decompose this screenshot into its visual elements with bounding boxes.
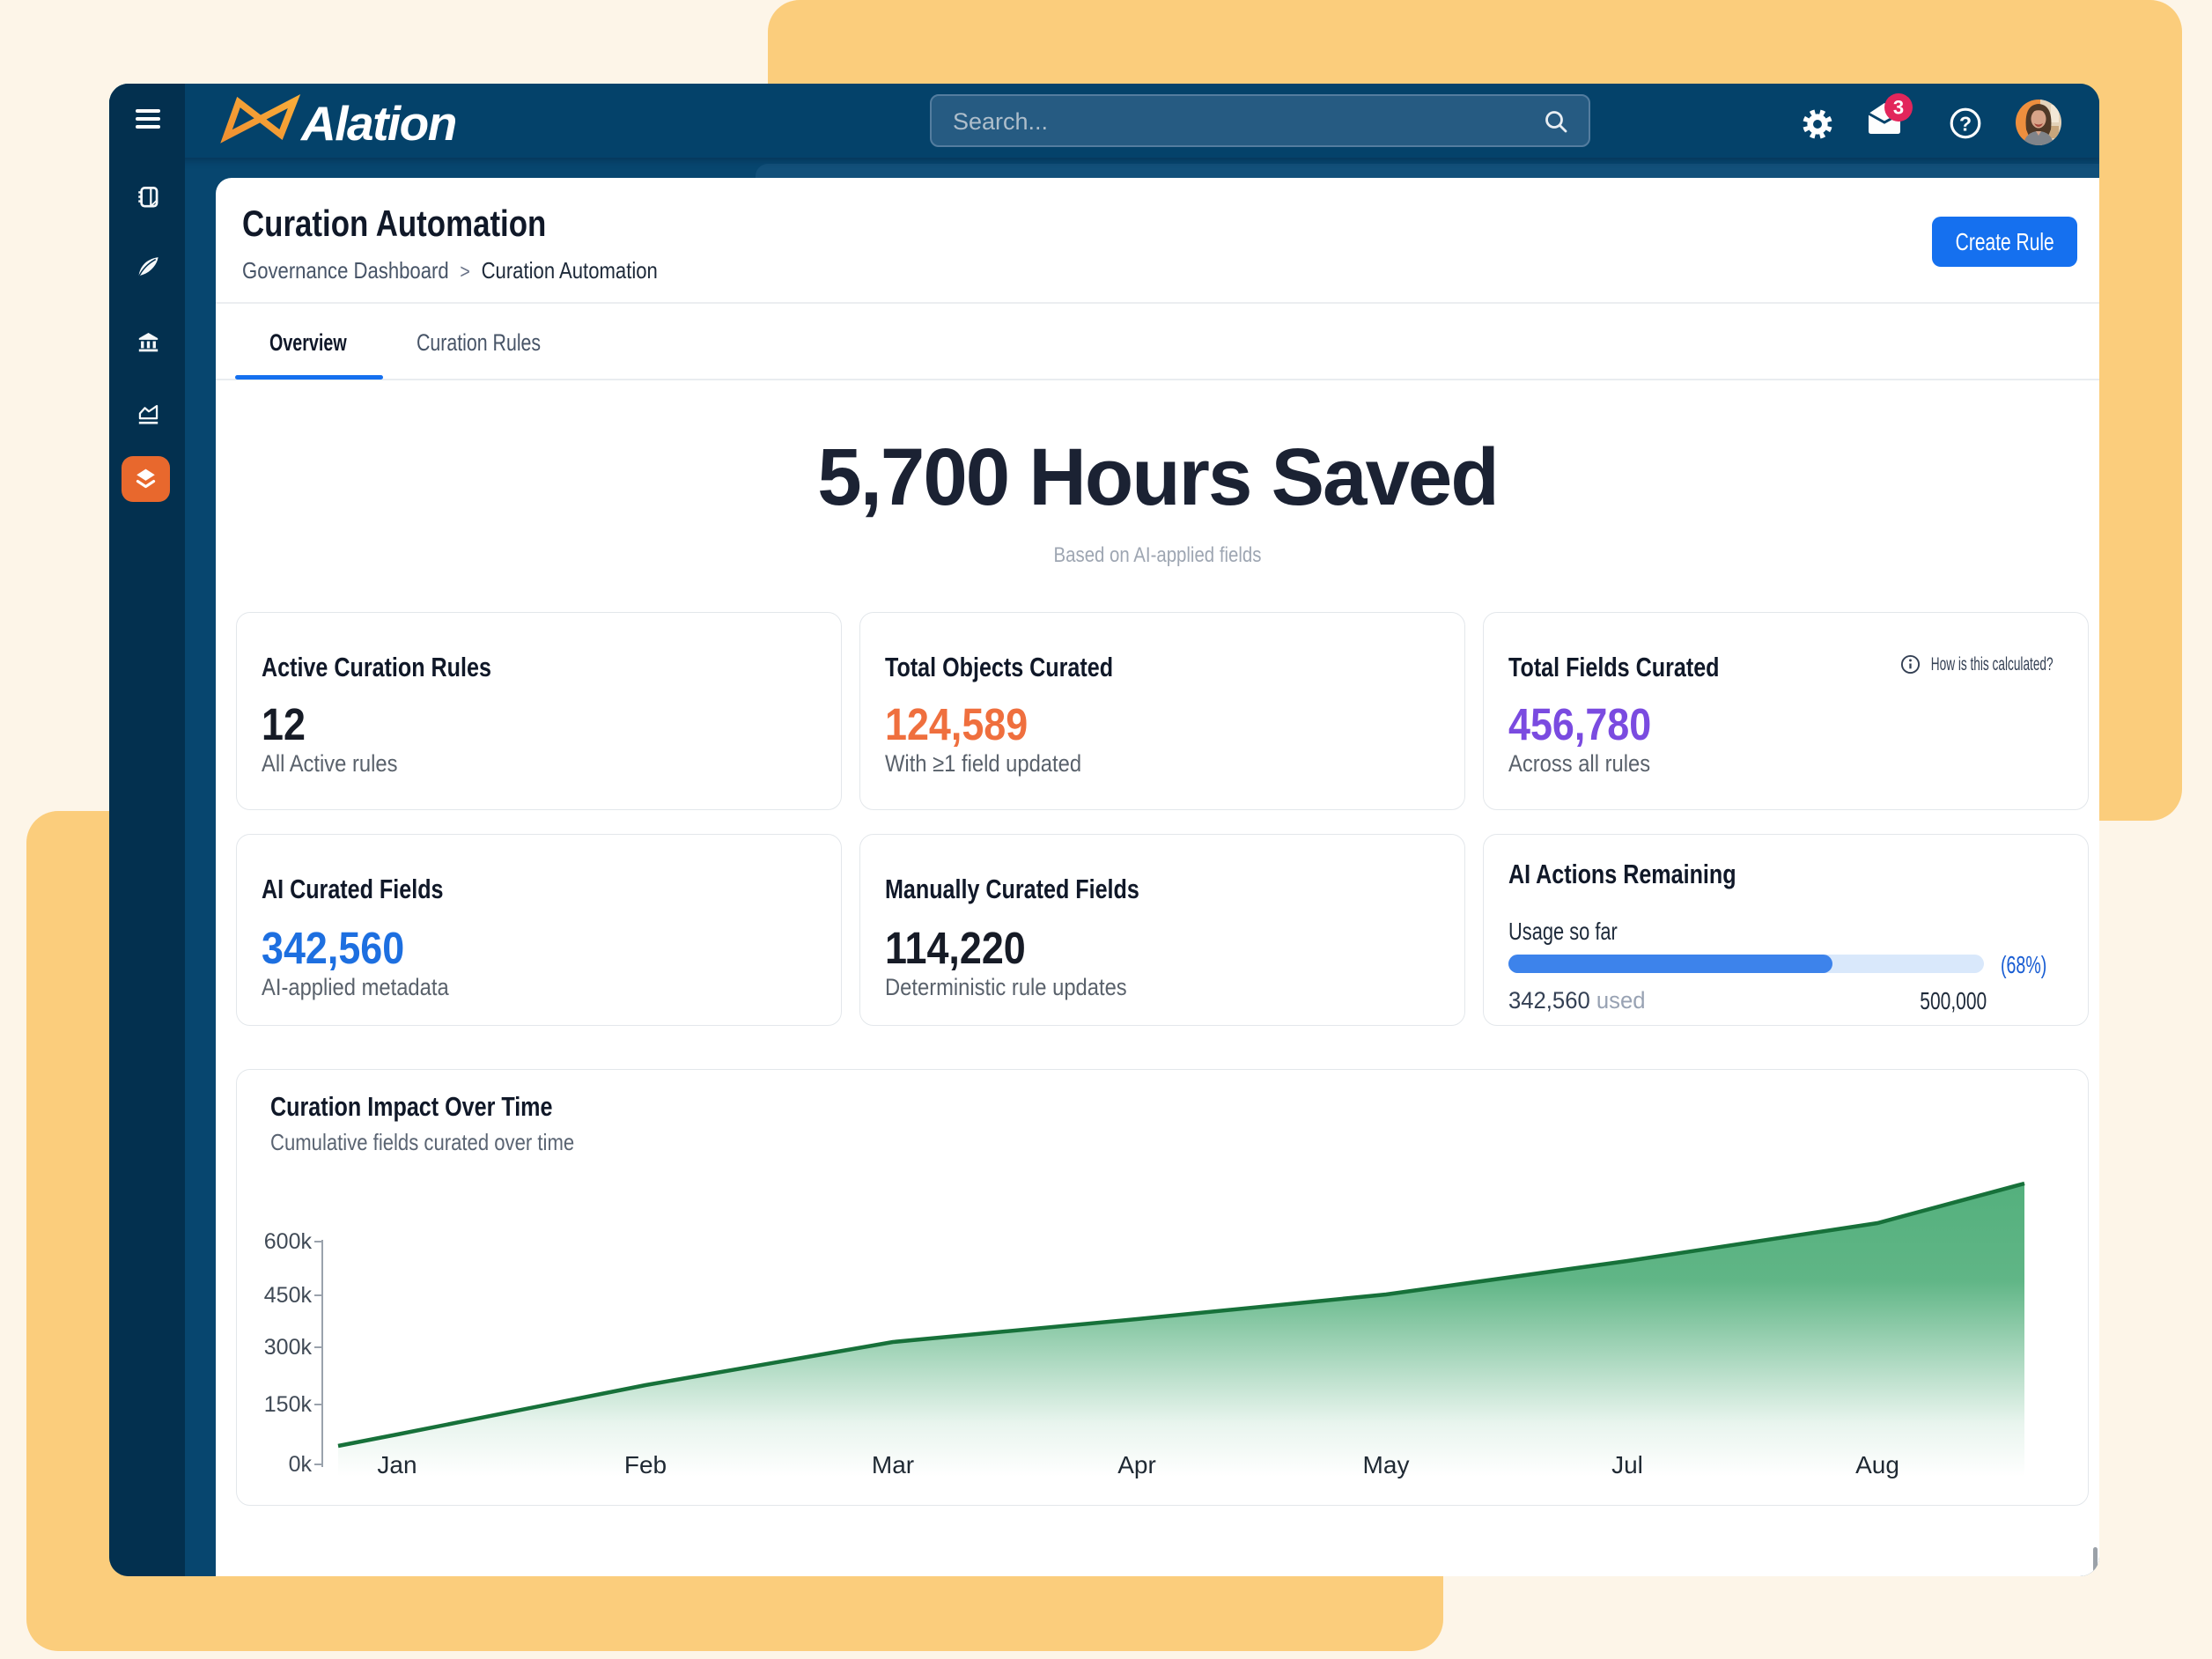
svg-text:0k: 0k (289, 1452, 313, 1477)
svg-text:600k: 600k (264, 1229, 313, 1254)
svg-text:May: May (1363, 1451, 1410, 1478)
svg-text:Jan: Jan (377, 1451, 417, 1478)
svg-text:Feb: Feb (624, 1451, 667, 1478)
svg-text:450k: 450k (264, 1283, 313, 1308)
svg-text:Jul: Jul (1611, 1451, 1643, 1478)
svg-text:150k: 150k (264, 1392, 313, 1417)
svg-text:3: 3 (1893, 97, 1904, 119)
svg-text:Apr: Apr (1117, 1451, 1156, 1478)
svg-text:?: ? (1959, 113, 1972, 136)
svg-text:Aug: Aug (1855, 1451, 1899, 1478)
svg-text:300k: 300k (264, 1335, 313, 1360)
svg-text:Mar: Mar (872, 1451, 914, 1478)
